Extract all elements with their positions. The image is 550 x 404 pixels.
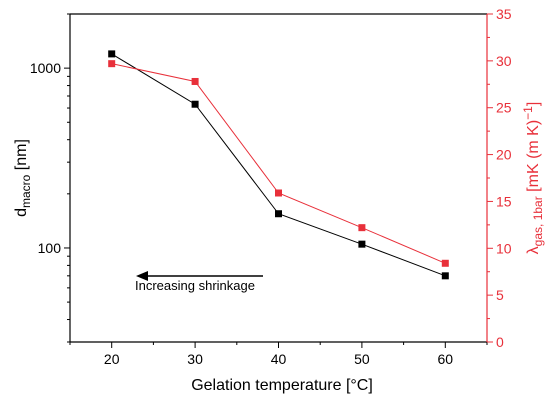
y-axis-right-title: λgas, 1bar [mK (m K)−1] [521, 102, 545, 255]
y-right-tick-label: 10 [496, 240, 512, 256]
y-axis-left-title-text: dmacro [nm] [13, 139, 33, 217]
series-1-point [441, 272, 449, 280]
y-right-tick-label: 30 [496, 53, 512, 69]
y-left-tick-label: 100 [38, 240, 62, 256]
annotation-text: Increasing shrinkage [135, 278, 255, 293]
series-2-point [275, 189, 282, 197]
y-axis-right: 0 5 10 15 20 25 30 35 [487, 6, 512, 350]
series-2-point [358, 224, 366, 232]
y-left-title-sub: macro [19, 174, 33, 208]
y-left-title-unit: [nm] [13, 139, 30, 175]
x-axis-title: Gelation temperature [°C] [191, 377, 373, 394]
series-2-point [191, 77, 199, 85]
annotation-arrow-head [136, 271, 148, 281]
plot-frame [69, 13, 488, 343]
series-1-point [108, 50, 116, 58]
y-axis-left: 100 1000 [30, 13, 70, 343]
y-axis-left-title: dmacro [nm] [13, 139, 33, 217]
y-right-title-sup: −1 [521, 106, 535, 120]
x-tick-label: 60 [438, 351, 454, 367]
annotation-layer: Increasing shrinkage [135, 271, 263, 293]
x-tick-label: 20 [104, 351, 120, 367]
x-axis: 20 30 40 50 60 [69, 342, 488, 367]
y-left-title-main: d [13, 208, 30, 217]
series-line-2 [111, 63, 446, 264]
y-right-title-main: λ [525, 246, 542, 254]
y-right-tick-label: 5 [496, 287, 504, 303]
y-right-tick-label: 20 [496, 147, 512, 163]
series-layer [108, 50, 449, 280]
y-right-title-sub: gas, 1bar [531, 196, 545, 246]
y-right-tick-label: 35 [496, 6, 512, 22]
y-axis-right-title-text: λgas, 1bar [mK (m K)−1] [521, 102, 545, 255]
y-right-title-unit: [mK (m K) [525, 120, 542, 196]
series-2-point [441, 259, 449, 267]
y-right-title-close: ] [525, 102, 542, 106]
x-tick-label: 30 [187, 351, 203, 367]
y-right-tick-label: 15 [496, 193, 512, 209]
series-1-point [191, 100, 199, 108]
x-tick-label: 40 [271, 351, 287, 367]
y-right-tick-label: 0 [496, 334, 504, 350]
series-line-1 [111, 53, 446, 277]
x-tick-label: 50 [354, 351, 370, 367]
series-1-point [358, 240, 366, 248]
series-2-point [108, 60, 116, 68]
y-left-tick-label: 1000 [30, 60, 61, 76]
y-right-tick-label: 25 [496, 100, 512, 116]
series-1-point [275, 210, 282, 218]
